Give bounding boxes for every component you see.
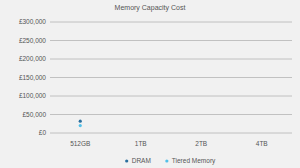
- legend-label: Tiered Memory: [172, 157, 216, 165]
- y-tick-label: £150,000: [19, 74, 46, 81]
- y-tick-label: £100,000: [19, 92, 46, 99]
- x-tick-label: 2TB: [195, 140, 207, 147]
- y-tick-label: £0: [39, 129, 47, 136]
- grid-line: [50, 59, 292, 60]
- grid-line: [50, 114, 292, 115]
- point: [79, 120, 82, 123]
- x-tick-label: 1TB: [135, 140, 147, 147]
- x-tick-label: 4TB: [256, 140, 268, 147]
- y-tick-label: £50,000: [23, 111, 47, 118]
- legend-marker: [165, 159, 168, 162]
- grid-line: [50, 40, 292, 41]
- title: Memory Capacity Cost: [115, 4, 186, 12]
- grid-line: [50, 96, 292, 97]
- grid-line: [50, 77, 292, 78]
- x-tick-label: 512GB: [70, 140, 90, 147]
- y-tick-label: £300,000: [19, 18, 46, 25]
- background: [0, 0, 300, 168]
- legend-label: DRAM: [132, 157, 151, 164]
- plot-area: [79, 120, 82, 128]
- y-tick-label: £250,000: [19, 37, 46, 44]
- grid-line: [50, 133, 292, 134]
- grid-line: [50, 22, 292, 23]
- chart: Memory Capacity Cost £0 £50,000 £100,000 £15…: [0, 0, 300, 168]
- legend-marker: [125, 159, 128, 162]
- y-tick-label: £200,000: [19, 55, 46, 62]
- point: [79, 124, 82, 127]
- legend: DRAM Tiered Memory: [125, 157, 216, 165]
